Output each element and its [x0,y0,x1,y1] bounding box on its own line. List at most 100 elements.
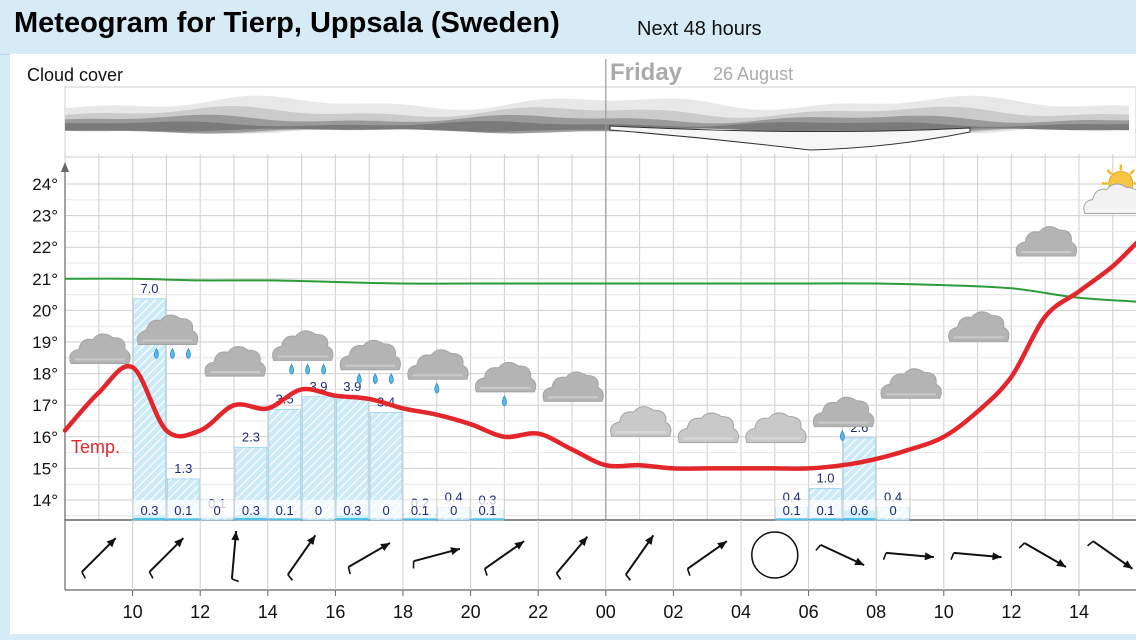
precip-amount-bg [268,500,301,518]
x-tick-label: 04 [731,602,751,622]
wind-arrow-icon [882,551,934,561]
x-tick-label: 20 [461,602,481,622]
page-subtitle: Next 48 hours [637,18,762,40]
day-date-label: 26 August [713,64,793,84]
precip-amount-label: 0.3 [140,503,158,518]
raindrop-icon [502,395,507,407]
y-tick-label: 16° [32,428,58,447]
x-tick-label: 22 [528,602,548,622]
y-tick-label: 20° [32,301,58,320]
precip-amount-bg [437,500,470,518]
wind-arrow-icon [230,531,240,583]
precip-amount-label: 0 [315,503,322,518]
wind-arrow-icon [815,543,865,567]
precip-amount-bar [775,518,808,520]
temperature-label: Temp. [71,437,120,457]
precip-max-bar [335,396,369,521]
precip-amount-bg [809,500,842,518]
cloud-icon [610,406,672,437]
chart-grid [61,59,1136,521]
cloud-icon [1015,226,1078,257]
y-axis: 14° 15° 16° 17° 18° 19° 20° 21° 22° 23° 24° [32,175,58,510]
precip-max-label: 2.3 [242,429,260,444]
precip-amount-label: 0.1 [478,503,496,518]
x-tick-label: 12 [190,602,210,622]
y-tick-label: 21° [32,270,58,289]
cloud-icon [880,368,942,399]
y-tick-label: 23° [32,207,58,226]
precip-amount-label: 0 [450,503,457,518]
cloud-layer-fog [65,121,1129,132]
x-tick-label: 16 [325,602,345,622]
precip-amount-bar [167,518,200,520]
precip-amount-bg [370,500,402,518]
wind-arrow-icon [1018,542,1067,568]
y-tick-label: 24° [32,175,58,194]
precip-amount-bg [201,500,233,518]
precip-amount-bar [268,518,301,520]
precip-amount-bar [471,518,504,520]
precip-amount-bg [235,500,267,518]
wind-arrow-icon [412,547,461,569]
precip-amount-bar [809,518,842,520]
cloud-cover-band [64,86,1136,158]
y-tick-label: 19° [32,333,58,352]
precip-amount-label: 0 [213,503,220,518]
day-name-label: Friday [610,59,683,86]
calm-wind-icon [751,531,799,579]
weather-symbols [69,164,1136,443]
x-tick-label: 08 [866,602,886,622]
wind-arrow-icon [1086,540,1134,570]
cloud-icon [204,346,266,377]
wind-arrow-icon [686,540,728,576]
y-axis-arrow [61,162,69,172]
precip-amount-bg [167,500,200,518]
precip-max-bar [302,396,335,521]
cloud-icon [474,361,537,393]
y-tick-label: 22° [32,238,58,257]
wind-arrow-icon [148,537,185,579]
precip-amount-bar [404,518,436,520]
wind-arrow-icon [625,534,655,581]
temperature-lines: Temp. [62,240,1136,471]
cloud-layer-outline [609,125,971,151]
cloud-icon [812,396,875,428]
precip-max-label: 3.9 [343,379,361,394]
precip-amount-label: 0.1 [816,503,834,518]
precip-amount-label: 0.6 [850,503,868,518]
precip-amount-bg [843,500,876,518]
wind-arrow-icon [483,540,525,576]
raindrop-icon [305,363,310,375]
cloud-icon [542,371,604,402]
precip-max-label: 7.0 [140,281,158,296]
precip-amount-bg [404,500,436,518]
x-tick-label: 10 [123,602,143,622]
precip-amount-label: 0.1 [174,503,192,518]
cloud-icon [1083,183,1136,214]
precip-amount-bg [302,500,335,518]
x-tick-label: 12 [1001,602,1021,622]
raindrop-icon [170,347,175,360]
raindrop-icon [186,347,191,360]
green-series-line [64,277,1136,303]
raindrop-icon [840,429,845,442]
wind-arrow-icon [555,535,589,580]
precip-amount-bg [133,500,166,518]
meteogram-panel: Cloud cover Friday 26 August 7.0 0.3 1.3 0.… [10,54,1136,634]
raindrop-icon [356,372,362,385]
header: Meteogram for Tierp, Uppsala (Sweden) Ne… [0,0,1136,55]
raindrop-icon [321,363,326,375]
x-tick-label: 14 [258,602,278,622]
y-tick-label: 15° [32,459,58,478]
wind-arrow-icon [81,537,117,579]
wind-arrow-icon [287,534,317,581]
wind-arrow-icon [950,551,1002,561]
precip-amount-bg [775,500,808,518]
precip-amount-bg [471,500,504,518]
precip-amount-label: 0.1 [783,503,801,518]
precip-amount-label: 0.3 [343,503,361,518]
x-tick-label: 00 [596,602,616,622]
cloud-icon [339,339,402,371]
cloud-icon [745,412,807,443]
cloud-icon [407,349,469,380]
